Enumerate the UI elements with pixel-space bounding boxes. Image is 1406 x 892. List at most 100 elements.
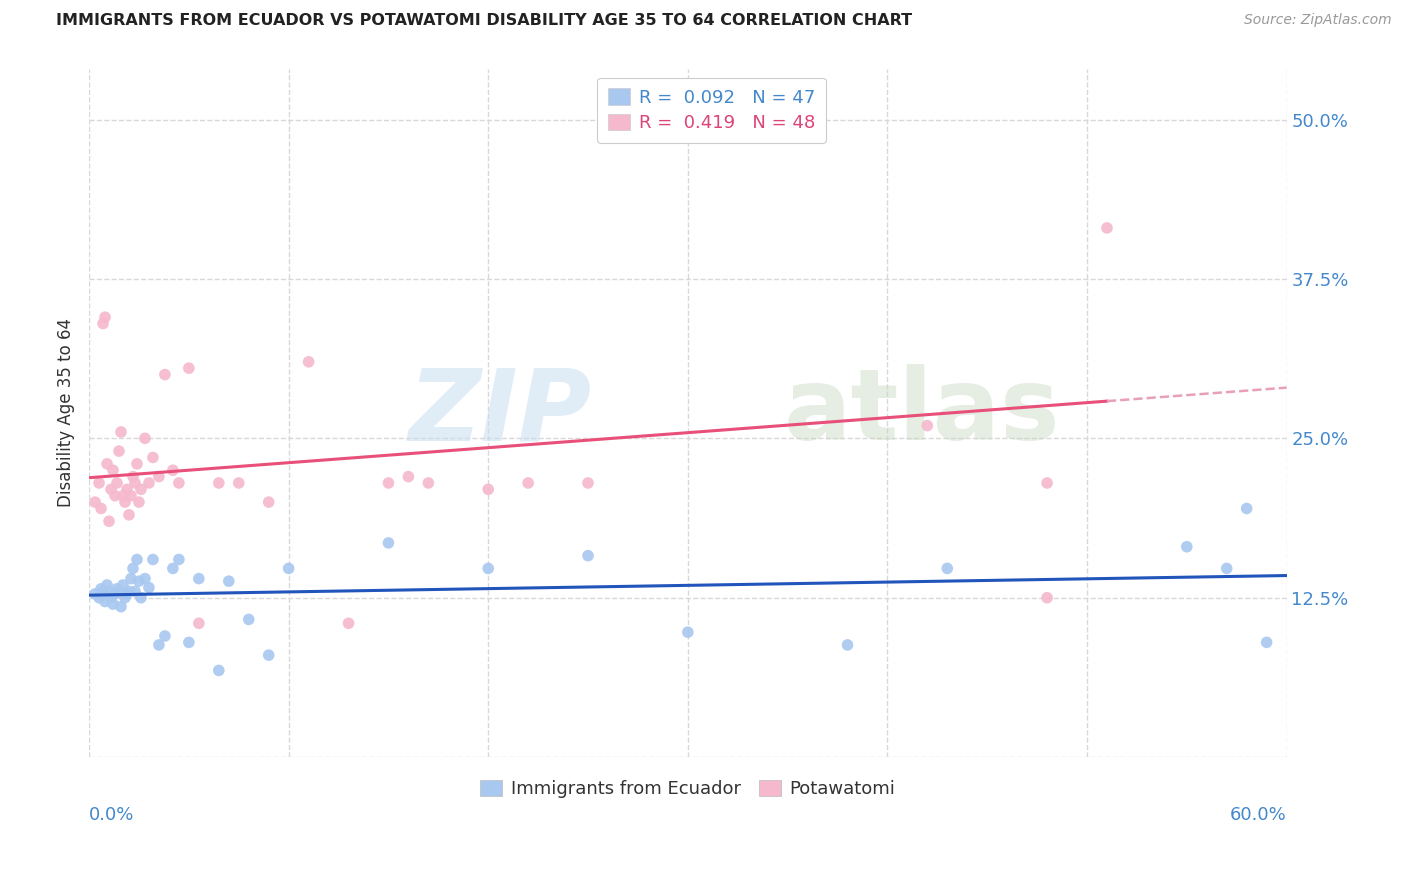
Point [110, 425, 132, 439]
Point [208, 664, 231, 678]
Point [108, 444, 131, 458]
Point [187, 616, 209, 631]
Point [177, 361, 200, 376]
Point [90, 582, 112, 596]
Point [257, 648, 280, 662]
Text: 60.0%: 60.0% [1230, 805, 1286, 823]
Point [134, 431, 156, 445]
Point [162, 561, 184, 575]
Text: atlas: atlas [783, 364, 1060, 461]
Point [98, 514, 121, 528]
Point [129, 591, 152, 605]
Point [377, 536, 399, 550]
Point [238, 612, 260, 626]
Point [94, 594, 117, 608]
Point [101, 463, 124, 477]
Point [111, 578, 134, 592]
Point [96, 457, 118, 471]
Point [120, 489, 142, 503]
Text: IMMIGRANTS FROM ECUADOR VS POTAWATOMI DISABILITY AGE 35 TO 64 CORRELATION CHART: IMMIGRANTS FROM ECUADOR VS POTAWATOMI DI… [56, 13, 912, 29]
Point [776, 125, 799, 139]
Point [120, 572, 142, 586]
Point [257, 495, 280, 509]
Point [122, 469, 145, 483]
Point [90, 501, 112, 516]
Text: Source: ZipAtlas.com: Source: ZipAtlas.com [1244, 13, 1392, 28]
Point [477, 483, 499, 497]
Point [100, 483, 122, 497]
Point [162, 463, 184, 477]
Point [277, 561, 299, 575]
Text: 0.0%: 0.0% [89, 805, 135, 823]
Point [84, 495, 107, 509]
Point [337, 616, 360, 631]
Point [104, 587, 127, 601]
Point [576, 475, 599, 490]
Point [94, 310, 117, 325]
Point [128, 574, 150, 589]
Point [377, 475, 399, 490]
Point [124, 584, 146, 599]
Point [148, 469, 170, 483]
Point [87, 475, 110, 490]
Point [91, 584, 114, 599]
Point [118, 508, 141, 522]
Point [91, 317, 114, 331]
Point [105, 582, 128, 596]
Point [118, 584, 141, 599]
Point [115, 587, 138, 601]
Point [122, 561, 145, 575]
Text: ZIP: ZIP [409, 364, 592, 461]
Point [153, 629, 176, 643]
Point [1175, 540, 1198, 554]
Point [1036, 591, 1059, 605]
Point [1095, 221, 1118, 235]
Legend: Immigrants from Ecuador, Potawatomi: Immigrants from Ecuador, Potawatomi [475, 774, 901, 803]
Point [1215, 561, 1237, 575]
Point [153, 368, 176, 382]
Point [96, 578, 118, 592]
Point [218, 574, 240, 589]
Point [1256, 635, 1278, 649]
Point [124, 475, 146, 490]
Point [84, 587, 107, 601]
Point [228, 475, 250, 490]
Point [148, 638, 170, 652]
Point [108, 584, 131, 599]
Point [87, 591, 110, 605]
Point [138, 581, 160, 595]
Point [100, 591, 122, 605]
Point [576, 549, 599, 563]
Point [115, 483, 138, 497]
Point [167, 552, 190, 566]
Y-axis label: Disability Age 35 to 64: Disability Age 35 to 64 [58, 318, 75, 508]
Point [142, 450, 165, 465]
Point [114, 495, 136, 509]
Point [114, 591, 136, 605]
Point [134, 572, 156, 586]
Point [208, 475, 231, 490]
Point [477, 561, 499, 575]
Point [676, 625, 699, 640]
Point [396, 469, 419, 483]
Point [1036, 475, 1059, 490]
Point [125, 552, 148, 566]
Point [125, 457, 148, 471]
Point [167, 475, 190, 490]
Point [837, 638, 859, 652]
Point [418, 475, 440, 490]
Point [142, 552, 165, 566]
Point [98, 584, 121, 599]
Point [101, 597, 124, 611]
Point [1236, 501, 1258, 516]
Point [138, 475, 160, 490]
Point [297, 355, 319, 369]
Point [111, 489, 134, 503]
Point [177, 635, 200, 649]
Point [129, 483, 152, 497]
Point [187, 572, 209, 586]
Point [105, 475, 128, 490]
Point [517, 475, 540, 490]
Point [110, 599, 132, 614]
Point [128, 495, 150, 509]
